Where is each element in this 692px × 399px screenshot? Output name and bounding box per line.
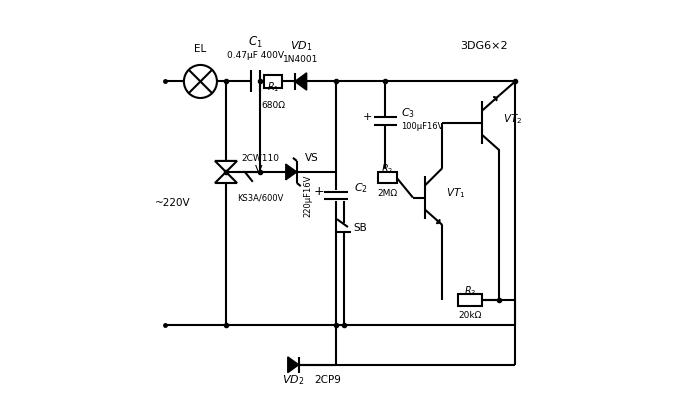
Polygon shape	[215, 172, 237, 183]
Text: VS: VS	[304, 153, 318, 163]
FancyBboxPatch shape	[264, 75, 282, 88]
Text: 20kΩ: 20kΩ	[458, 311, 482, 320]
Text: SB: SB	[354, 223, 367, 233]
Text: EL: EL	[194, 44, 206, 54]
Text: ~220V: ~220V	[155, 198, 191, 208]
Text: 3DG6×2: 3DG6×2	[460, 41, 507, 51]
FancyBboxPatch shape	[458, 294, 482, 306]
Text: 680Ω: 680Ω	[261, 101, 285, 110]
Text: $VD_1$: $VD_1$	[289, 39, 312, 53]
Text: V: V	[255, 165, 262, 175]
Polygon shape	[286, 164, 297, 180]
Text: 100μF16V: 100μF16V	[401, 122, 444, 131]
Text: +: +	[363, 112, 372, 122]
Text: $R_3$: $R_3$	[464, 284, 476, 298]
Polygon shape	[215, 161, 237, 172]
Polygon shape	[288, 357, 299, 373]
Text: $C_1$: $C_1$	[248, 35, 263, 49]
Text: $VT_1$: $VT_1$	[446, 187, 466, 201]
Text: 2CP9: 2CP9	[315, 375, 341, 385]
Text: 220μF16V: 220μF16V	[303, 174, 312, 217]
Text: +: +	[313, 185, 324, 198]
Text: $C_2$: $C_2$	[354, 181, 367, 195]
Text: $R_2$: $R_2$	[381, 162, 394, 176]
Text: 2CW110: 2CW110	[242, 154, 280, 163]
Text: $VT_2$: $VT_2$	[503, 112, 522, 126]
Text: 0.47μF 400V: 0.47μF 400V	[227, 51, 284, 60]
Text: 2MΩ: 2MΩ	[377, 189, 397, 198]
Text: 1N4001: 1N4001	[283, 55, 318, 64]
Text: KS3A/600V: KS3A/600V	[237, 193, 284, 202]
Text: $VD_2$: $VD_2$	[282, 373, 304, 387]
Text: $R_1$: $R_1$	[267, 81, 280, 94]
FancyBboxPatch shape	[378, 172, 397, 184]
Polygon shape	[295, 73, 307, 90]
Text: $C_3$: $C_3$	[401, 106, 415, 120]
